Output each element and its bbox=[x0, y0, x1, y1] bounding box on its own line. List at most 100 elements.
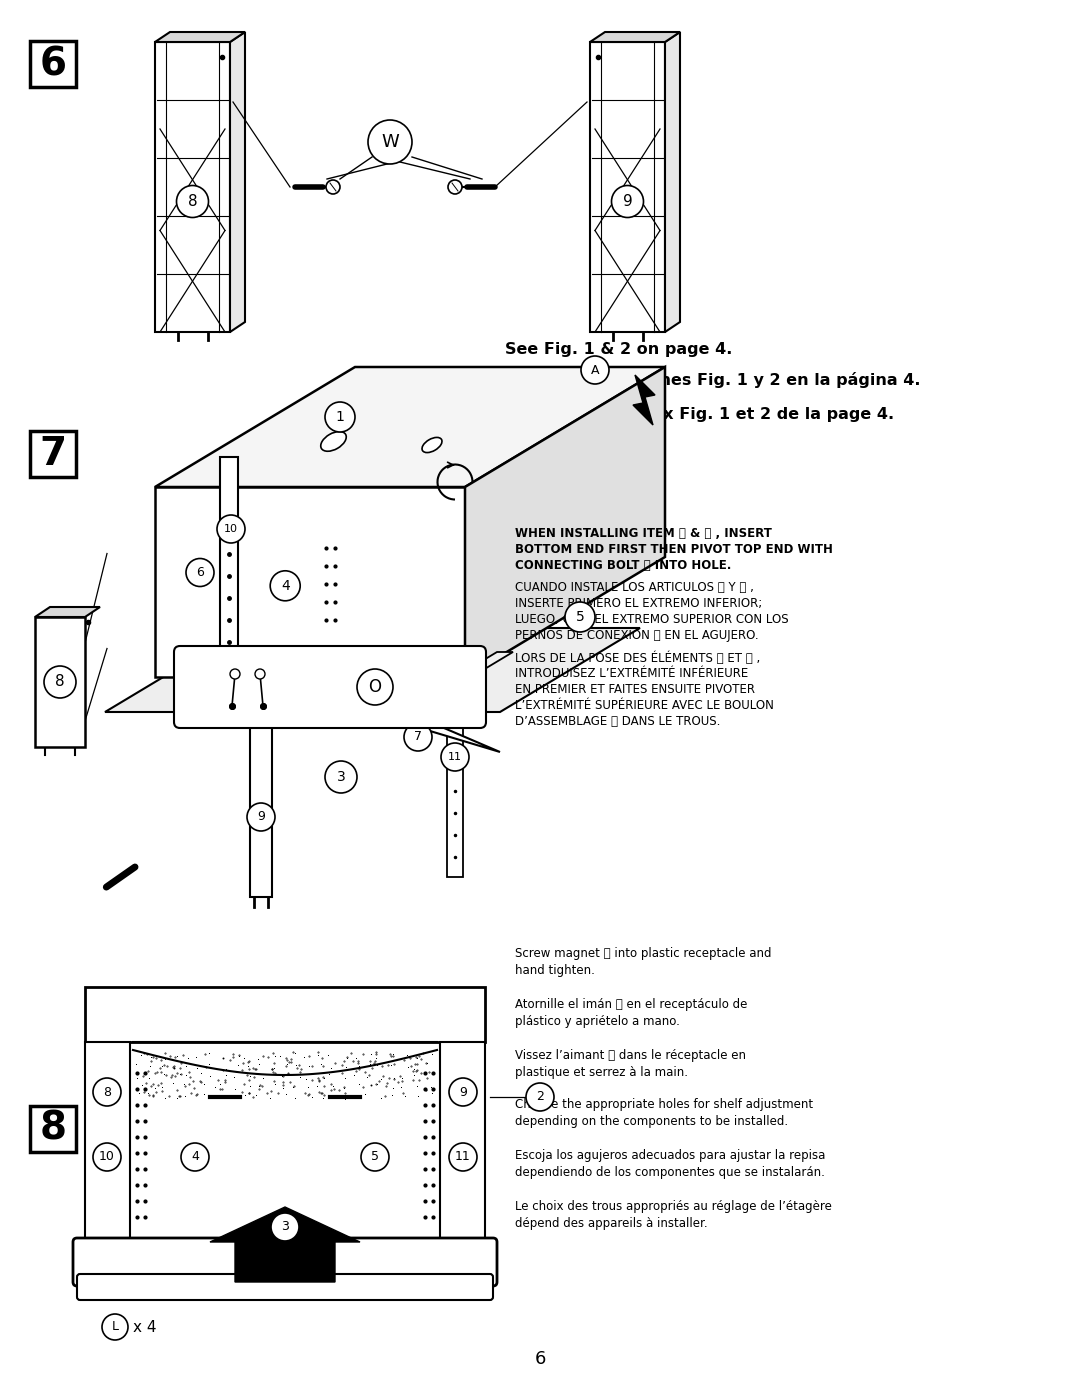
Circle shape bbox=[361, 1143, 389, 1171]
Text: 8: 8 bbox=[103, 1085, 111, 1098]
Circle shape bbox=[93, 1143, 121, 1171]
Bar bbox=[30, 1106, 76, 1153]
Text: 5: 5 bbox=[372, 1151, 379, 1164]
FancyBboxPatch shape bbox=[77, 1274, 492, 1301]
Circle shape bbox=[449, 1143, 477, 1171]
Text: See Fig. 1 & 2 on page 4.: See Fig. 1 & 2 on page 4. bbox=[505, 342, 732, 358]
Bar bbox=[85, 988, 485, 1042]
Text: plástico y apriételo a mano.: plástico y apriételo a mano. bbox=[515, 1016, 680, 1028]
Text: Choose the appropriate holes for shelf adjustment: Choose the appropriate holes for shelf a… bbox=[515, 1098, 813, 1111]
Circle shape bbox=[611, 186, 644, 218]
Text: x 4: x 4 bbox=[133, 1320, 157, 1334]
Polygon shape bbox=[220, 457, 238, 678]
Polygon shape bbox=[210, 1207, 360, 1282]
Text: WHEN INSTALLING ITEM ⓗ & ⓘ , INSERT: WHEN INSTALLING ITEM ⓗ & ⓘ , INSERT bbox=[515, 527, 772, 541]
Circle shape bbox=[441, 743, 469, 771]
Text: 8: 8 bbox=[40, 1111, 67, 1148]
Polygon shape bbox=[35, 608, 100, 617]
Text: 5: 5 bbox=[576, 610, 584, 624]
Polygon shape bbox=[35, 617, 85, 747]
Text: L’EXTRÉMITÉ SUPÉRIEURE AVEC LE BOULON: L’EXTRÉMITÉ SUPÉRIEURE AVEC LE BOULON bbox=[515, 698, 774, 712]
Polygon shape bbox=[633, 374, 654, 425]
Circle shape bbox=[217, 515, 245, 543]
Circle shape bbox=[325, 402, 355, 432]
Text: LUEGO, GIRE EL EXTREMO SUPERIOR CON LOS: LUEGO, GIRE EL EXTREMO SUPERIOR CON LOS bbox=[515, 613, 788, 626]
Text: 9: 9 bbox=[257, 810, 265, 823]
Text: Vissez l’aimant ⓞ dans le réceptacle en: Vissez l’aimant ⓞ dans le réceptacle en bbox=[515, 1049, 746, 1062]
Text: hand tighten.: hand tighten. bbox=[515, 964, 595, 977]
Text: 8: 8 bbox=[188, 194, 198, 210]
Text: 7: 7 bbox=[414, 731, 422, 743]
Text: A: A bbox=[591, 363, 599, 377]
Text: 8: 8 bbox=[55, 675, 65, 690]
Circle shape bbox=[181, 1143, 210, 1171]
Text: Atornille el imán ⓞ en el receptáculo de: Atornille el imán ⓞ en el receptáculo de bbox=[515, 997, 747, 1011]
Text: 6: 6 bbox=[197, 566, 204, 578]
Circle shape bbox=[449, 1078, 477, 1106]
Circle shape bbox=[565, 602, 595, 631]
Polygon shape bbox=[156, 32, 245, 42]
Circle shape bbox=[176, 186, 208, 218]
Circle shape bbox=[247, 803, 275, 831]
Text: 10: 10 bbox=[224, 524, 238, 534]
Polygon shape bbox=[590, 42, 665, 332]
Circle shape bbox=[448, 180, 462, 194]
Text: x 2: x 2 bbox=[401, 678, 427, 696]
Text: Escoja los agujeros adecuados para ajustar la repisa: Escoja los agujeros adecuados para ajust… bbox=[515, 1148, 825, 1162]
Text: Screw magnet ⓞ into plastic receptacle and: Screw magnet ⓞ into plastic receptacle a… bbox=[515, 947, 771, 960]
Circle shape bbox=[230, 669, 240, 679]
Circle shape bbox=[186, 559, 214, 587]
Text: O: O bbox=[368, 678, 381, 696]
Polygon shape bbox=[156, 42, 230, 332]
Circle shape bbox=[368, 120, 411, 163]
Text: 4: 4 bbox=[281, 578, 289, 592]
FancyBboxPatch shape bbox=[174, 645, 486, 728]
Text: 2: 2 bbox=[536, 1091, 544, 1104]
Text: dépend des appareils à installer.: dépend des appareils à installer. bbox=[515, 1217, 707, 1229]
Text: dependiendo de los componentes que se instalarán.: dependiendo de los componentes que se in… bbox=[515, 1166, 825, 1179]
Text: 3: 3 bbox=[281, 1221, 289, 1234]
Polygon shape bbox=[156, 367, 665, 488]
Text: INSERTE PRIMERO EL EXTREMO INFERIOR;: INSERTE PRIMERO EL EXTREMO INFERIOR; bbox=[515, 597, 762, 610]
Text: 4: 4 bbox=[191, 1151, 199, 1164]
Text: 11: 11 bbox=[455, 1151, 471, 1164]
Bar bbox=[85, 1042, 130, 1248]
Circle shape bbox=[271, 1213, 299, 1241]
Text: 6: 6 bbox=[40, 45, 67, 82]
Text: 6: 6 bbox=[535, 1350, 545, 1368]
Circle shape bbox=[357, 669, 393, 705]
Polygon shape bbox=[665, 32, 680, 332]
Circle shape bbox=[526, 1083, 554, 1111]
Circle shape bbox=[581, 356, 609, 384]
Polygon shape bbox=[156, 488, 465, 678]
Text: W: W bbox=[381, 133, 399, 151]
Polygon shape bbox=[105, 629, 640, 712]
Text: L: L bbox=[111, 1320, 119, 1334]
Polygon shape bbox=[230, 32, 245, 332]
Text: INTRODUISEZ L’EXTRÉMITÉ INFÉRIEURE: INTRODUISEZ L’EXTRÉMITÉ INFÉRIEURE bbox=[515, 666, 748, 680]
Polygon shape bbox=[447, 682, 463, 877]
Circle shape bbox=[93, 1078, 121, 1106]
Text: CONNECTING BOLT Ⓦ INTO HOLE.: CONNECTING BOLT Ⓦ INTO HOLE. bbox=[515, 559, 731, 571]
Text: Le choix des trous appropriés au réglage de l’étagère: Le choix des trous appropriés au réglage… bbox=[515, 1200, 832, 1213]
Text: 7: 7 bbox=[40, 434, 67, 474]
Circle shape bbox=[325, 761, 357, 793]
Text: EN PREMIER ET FAITES ENSUITE PIVOTER: EN PREMIER ET FAITES ENSUITE PIVOTER bbox=[515, 683, 755, 696]
Text: CUANDO INSTALE LOS ARTICULOS ⓗ Y ⓘ ,: CUANDO INSTALE LOS ARTICULOS ⓗ Y ⓘ , bbox=[515, 581, 754, 594]
Polygon shape bbox=[103, 884, 111, 890]
FancyBboxPatch shape bbox=[73, 1238, 497, 1287]
Text: plastique et serrez à la main.: plastique et serrez à la main. bbox=[515, 1066, 688, 1078]
Polygon shape bbox=[465, 367, 665, 678]
Text: 1: 1 bbox=[336, 409, 345, 425]
Text: Vea las ilustraciones Fig. 1 y 2 en la página 4.: Vea las ilustraciones Fig. 1 y 2 en la p… bbox=[505, 372, 920, 388]
Polygon shape bbox=[249, 672, 272, 897]
Polygon shape bbox=[447, 652, 513, 682]
Circle shape bbox=[404, 724, 432, 752]
Bar bbox=[30, 41, 76, 87]
Circle shape bbox=[102, 1315, 129, 1340]
Text: Reportez-vous aux Fig. 1 et 2 de la page 4.: Reportez-vous aux Fig. 1 et 2 de la page… bbox=[505, 407, 894, 422]
Circle shape bbox=[255, 669, 265, 679]
Text: 9: 9 bbox=[459, 1085, 467, 1098]
Ellipse shape bbox=[422, 437, 442, 453]
Text: 10: 10 bbox=[99, 1151, 114, 1164]
